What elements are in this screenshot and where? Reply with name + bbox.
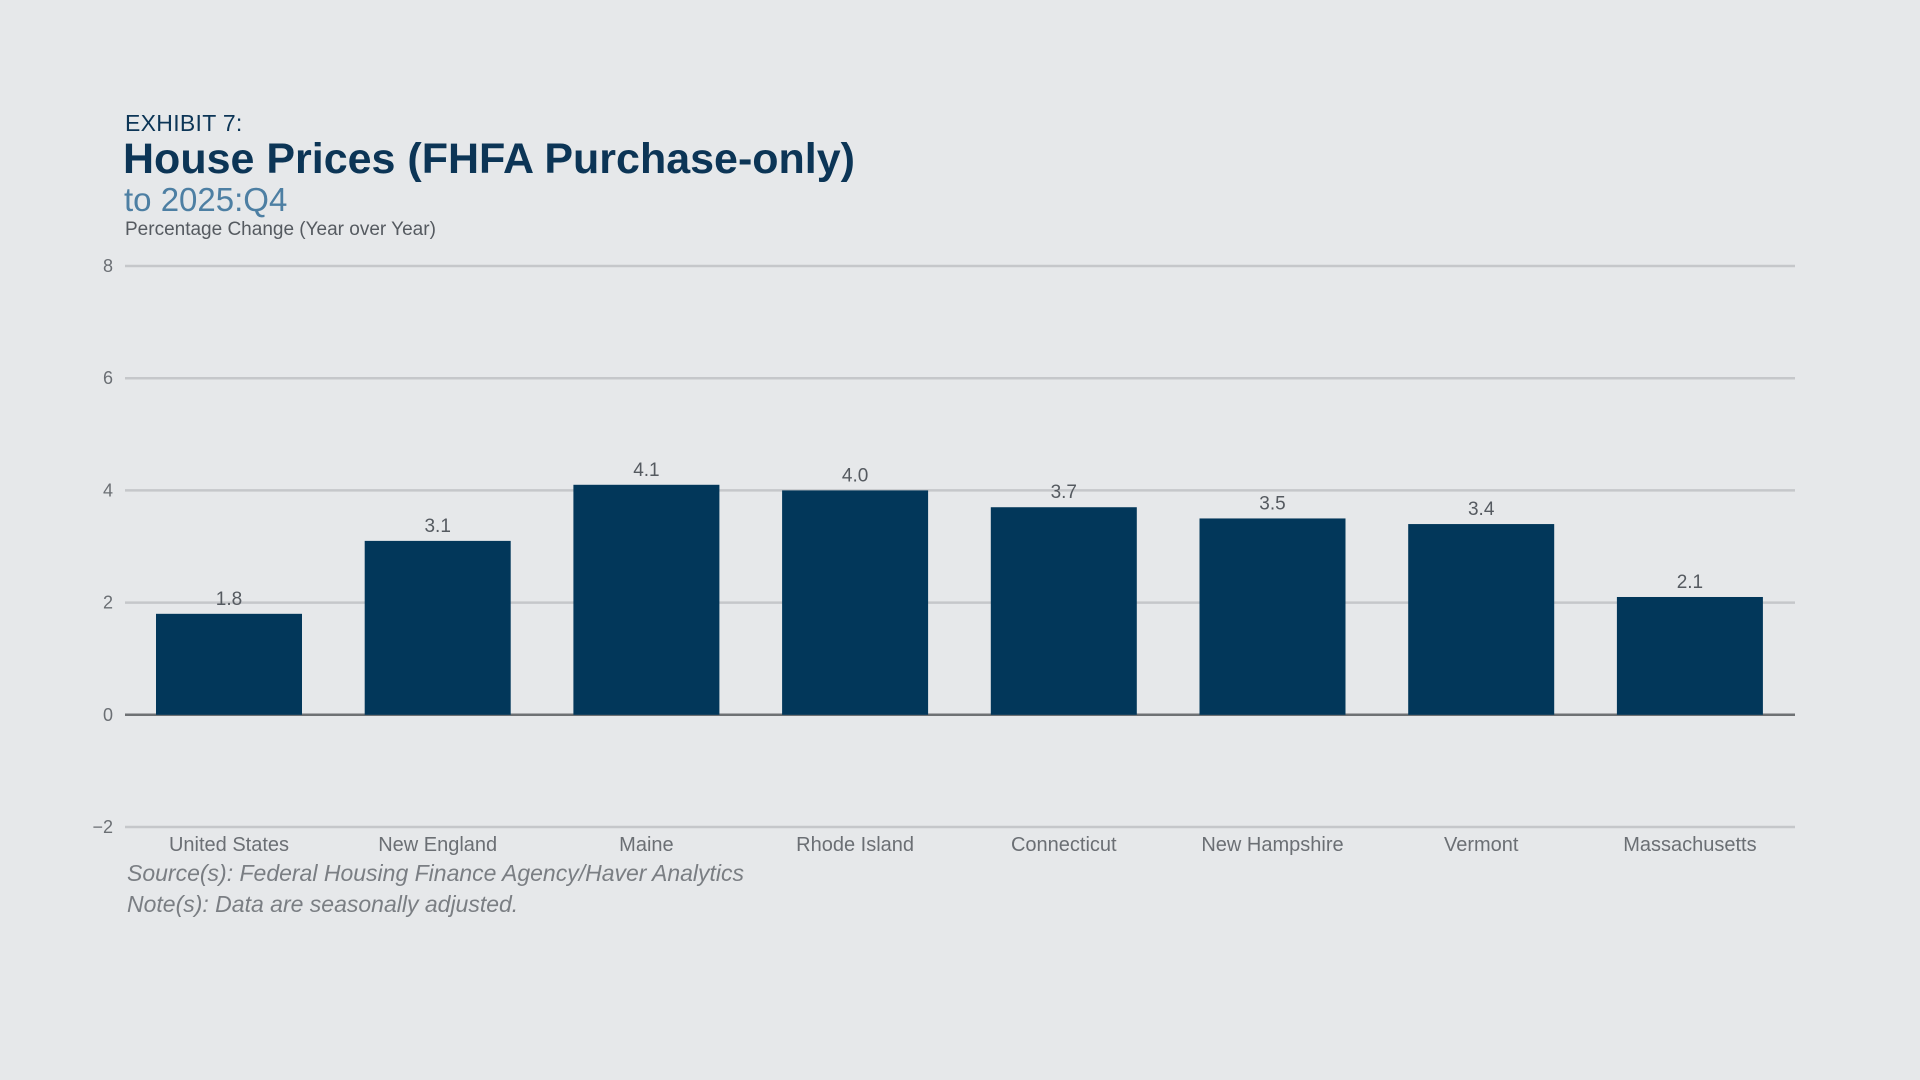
x-category-label: Vermont [1444, 834, 1519, 856]
data-label: 3.5 [1259, 493, 1285, 514]
bar [364, 540, 511, 715]
bar [990, 507, 1137, 715]
data-label: 4.1 [633, 460, 659, 481]
bar [573, 484, 720, 715]
x-category-label: United States [169, 834, 289, 856]
chart-subtitle: to 2025:Q4 [124, 181, 288, 218]
x-category-label: Massachusetts [1623, 834, 1756, 856]
bar [1616, 596, 1763, 715]
x-category-label: New Hampshire [1201, 834, 1343, 856]
y-tick-label: −2 [92, 817, 113, 837]
bar [156, 613, 302, 715]
exhibit-number: EXHIBIT 7: [125, 110, 243, 136]
data-label: 4.0 [842, 465, 868, 486]
bar [1199, 518, 1346, 715]
x-category-label: New England [378, 834, 497, 856]
y-tick-label: 6 [103, 368, 113, 388]
y-tick-label: 8 [103, 256, 113, 276]
x-category-label: Rhode Island [796, 834, 914, 856]
x-category-label: Connecticut [1011, 834, 1117, 856]
y-tick-label: 2 [103, 593, 113, 613]
data-label: 3.1 [424, 516, 450, 537]
y-tick-label: 0 [103, 705, 113, 725]
footnote: Note(s): Data are seasonally adjusted. [127, 891, 519, 917]
x-category-label: Maine [619, 834, 673, 856]
data-label: 2.1 [1677, 572, 1703, 593]
data-label: 3.4 [1468, 499, 1495, 520]
y-tick-label: 4 [103, 480, 113, 500]
data-label: 1.8 [216, 589, 242, 610]
bar [782, 490, 929, 715]
data-label: 3.7 [1051, 482, 1077, 503]
chart-title: House Prices (FHFA Purchase-only) [123, 135, 855, 183]
source-note: Source(s): Federal Housing Finance Agenc… [127, 860, 745, 886]
bar [1408, 524, 1555, 715]
y-axis-units-label: Percentage Change (Year over Year) [125, 219, 436, 240]
